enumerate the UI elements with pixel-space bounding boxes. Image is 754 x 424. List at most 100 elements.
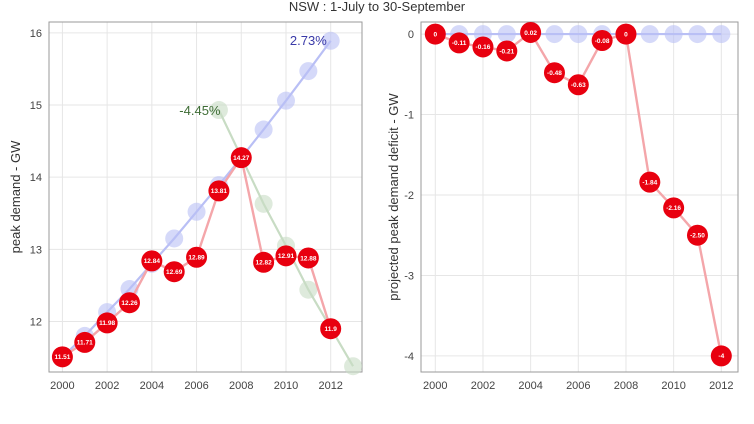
y-tick-label: 15 [30, 100, 42, 112]
data-label: 12.84 [144, 258, 161, 265]
x-tick-label: 2010 [274, 380, 298, 392]
y-tick-label: -2 [404, 190, 414, 202]
actual-point [297, 247, 319, 269]
actual-point [448, 32, 470, 54]
actual-point [320, 318, 342, 340]
forecast-up-point [321, 31, 340, 50]
forecast-down-point [254, 194, 273, 213]
chart-title: NSW : 1-July to 30-September [288, 0, 466, 14]
data-label: -0.48 [547, 70, 562, 77]
x-tick-label: 2000 [423, 380, 447, 392]
forecast-up-point [640, 25, 659, 44]
actual-point [543, 62, 565, 84]
actual-point [186, 246, 208, 268]
actual-point [686, 224, 708, 246]
forecast-up-point [569, 25, 588, 44]
x-tick-label: 2012 [318, 380, 342, 392]
data-label: -4 [718, 353, 724, 360]
forecast-up-point [165, 229, 184, 248]
actual-point [591, 30, 613, 52]
forecast-up-point [187, 202, 206, 221]
trend-annotation: 2.73% [290, 33, 327, 48]
data-label: -0.16 [476, 44, 491, 51]
data-label: 0.02 [524, 30, 537, 37]
y-tick-label: 0 [408, 29, 414, 41]
data-label: -1.84 [642, 179, 657, 186]
x-tick-label: 2002 [95, 380, 119, 392]
y-tick-label: -3 [404, 270, 414, 282]
x-tick-label: 2000 [50, 380, 74, 392]
x-tick-label: 2008 [229, 380, 253, 392]
x-tick-label: 2004 [518, 380, 542, 392]
forecast-up-point [545, 25, 564, 44]
y-tick-label: 13 [30, 244, 42, 256]
data-label: 11.71 [77, 340, 93, 347]
x-tick-label: 2006 [566, 380, 590, 392]
data-label: 11.98 [99, 320, 115, 327]
y-tick-label: 12 [30, 316, 42, 328]
y-tick-label: -1 [404, 110, 414, 122]
chart-panel-2: 2000 2002 2004 2006 2008 2010 2012 0 -1 -2 -3 -4 pro… [386, 21, 739, 392]
data-label: 12.89 [188, 255, 205, 262]
data-label: 11.51 [54, 354, 70, 361]
x-tick-label: 2010 [661, 380, 685, 392]
data-label: -0.11 [452, 40, 467, 47]
data-label: 13.81 [211, 188, 228, 195]
data-label: 12.26 [121, 300, 138, 307]
forecast-down-point [344, 357, 363, 376]
data-label: -0.63 [571, 82, 586, 89]
data-label: 0 [433, 31, 437, 38]
forecast-up-point [276, 91, 295, 110]
actual-point [496, 40, 518, 62]
data-label: 12.88 [300, 255, 317, 262]
y-tick-label: -4 [404, 351, 414, 363]
chart-panel-1: 2000 2002 2004 2006 2008 2010 2012 12 13 14 15 16 pe… [8, 21, 363, 392]
data-label: -2.16 [666, 205, 681, 212]
y-tick-label: 14 [30, 172, 42, 184]
actual-point [230, 147, 252, 169]
trend-annotation: -4.45% [179, 103, 221, 118]
actual-point [639, 171, 661, 193]
x-tick-label: 2012 [709, 380, 733, 392]
forecast-down-point [299, 280, 318, 299]
data-label: 12.82 [255, 260, 272, 267]
actual-point [208, 180, 230, 202]
plot-border [48, 21, 363, 373]
actual-point [51, 346, 73, 368]
actual-point [74, 331, 96, 353]
actual-point [710, 345, 732, 367]
data-label: 14.27 [233, 155, 250, 162]
forecast-down-point [209, 101, 228, 120]
y-tick-label: 16 [30, 28, 42, 40]
forecast-up-point [688, 25, 707, 44]
actual-point [275, 245, 297, 267]
data-label: -2.50 [690, 233, 705, 240]
data-label: 11.9 [325, 326, 338, 333]
actual-point [118, 292, 140, 314]
forecast-up-point [299, 62, 318, 81]
data-label: -0.21 [499, 48, 514, 55]
data-label: 12.91 [278, 253, 295, 260]
data-label: -0.08 [595, 38, 610, 45]
y-axis-label: projected peak demand deficit - GW [386, 93, 401, 301]
actual-point [253, 251, 275, 273]
x-tick-label: 2006 [184, 380, 208, 392]
forecast-up-point [254, 120, 273, 139]
actual-point [615, 23, 637, 45]
actual-point [141, 250, 163, 272]
forecast-up-point [664, 25, 683, 44]
forecast-up-point [712, 25, 731, 44]
x-tick-label: 2004 [140, 380, 164, 392]
actual-point [520, 21, 542, 43]
actual-point [424, 23, 446, 45]
data-label: 0 [624, 31, 628, 38]
y-axis-label: peak demand - GW [8, 140, 23, 253]
actual-point [663, 197, 685, 219]
actual-point [567, 74, 589, 96]
x-tick-label: 2002 [471, 380, 495, 392]
actual-point [96, 312, 118, 334]
actual-point [472, 36, 494, 58]
x-tick-label: 2008 [614, 380, 638, 392]
